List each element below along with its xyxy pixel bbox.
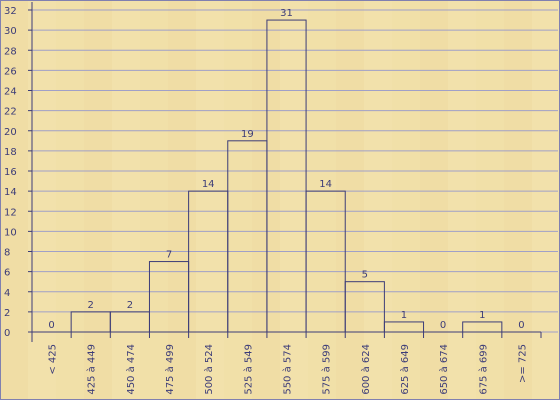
y-tick-label: 0 — [4, 328, 10, 339]
x-tick-label: 425 à 449 — [86, 344, 98, 395]
bars — [70, 19, 503, 333]
y-tick-label: 4 — [4, 288, 10, 299]
y-tick-label: 12 — [4, 207, 17, 218]
y-tick-label: 20 — [4, 127, 17, 138]
wood-plank — [504, 0, 532, 400]
bar — [266, 19, 307, 333]
x-tick-label: 550 à 574 — [282, 344, 294, 395]
wood-plank — [336, 0, 364, 400]
y-tick-label: 2 — [4, 308, 10, 319]
data-label: 0 — [518, 320, 524, 331]
x-tick-label: 525 à 549 — [242, 344, 254, 395]
wood-plank — [476, 0, 504, 400]
y-tick-label: 16 — [4, 167, 17, 178]
x-tick-label: 450 à 474 — [125, 344, 137, 395]
data-label: 14 — [202, 179, 215, 190]
wood-plank — [392, 0, 420, 400]
x-tick-label: 500 à 524 — [203, 344, 215, 395]
x-tick-label: 625 à 649 — [399, 344, 411, 395]
y-tick-label: 22 — [4, 107, 17, 118]
wood-plank — [0, 0, 28, 400]
wood-plank — [280, 0, 308, 400]
wood-plank — [28, 0, 56, 400]
x-tick-label: 575 à 599 — [321, 344, 333, 395]
bar — [383, 321, 425, 333]
wood-plank — [224, 0, 252, 400]
x-tick-label: 675 à 699 — [477, 344, 489, 395]
y-tick-label: 24 — [4, 87, 17, 98]
x-tick-label: 650 à 674 — [438, 344, 450, 395]
x-tick-label: < 425 — [48, 344, 59, 375]
data-label: 31 — [280, 8, 293, 19]
data-label: 2 — [88, 300, 94, 311]
x-tick-label: >= 725 — [517, 344, 528, 383]
data-label: 5 — [362, 270, 368, 281]
wood-plank — [420, 0, 448, 400]
bar — [344, 281, 385, 333]
wood-plank — [140, 0, 168, 400]
y-tick-label: 32 — [4, 6, 17, 17]
y-tick-label: 18 — [4, 147, 17, 158]
data-label: 1 — [479, 310, 485, 321]
data-labels: 0 2 2 7 14 19 31 14 5 1 0 1 0 — [48, 8, 524, 331]
wood-plank — [308, 0, 336, 400]
wood-plank — [252, 0, 280, 400]
wood-plank — [168, 0, 196, 400]
y-tick-label: 28 — [4, 46, 17, 57]
data-label: 0 — [48, 320, 54, 331]
y-tick-label: 8 — [4, 248, 10, 259]
x-tick-labels: < 425 425 à 449 450 à 474 475 à 499 500 à 52… — [48, 344, 529, 395]
bar — [305, 190, 346, 333]
bar — [462, 321, 503, 333]
wood-plank — [364, 0, 392, 400]
data-label: 19 — [241, 129, 254, 140]
x-tick-label: 600 à 624 — [360, 344, 372, 395]
y-tick-label: 30 — [4, 26, 17, 37]
wood-plank — [84, 0, 112, 400]
wood-plank — [56, 0, 84, 400]
data-label: 1 — [401, 310, 407, 321]
y-tick-label: 10 — [4, 227, 17, 238]
data-label: 14 — [319, 179, 332, 190]
x-tick-label: 475 à 499 — [164, 344, 176, 395]
wood-plank — [196, 0, 224, 400]
data-label: 0 — [440, 320, 446, 331]
data-label: 7 — [166, 250, 172, 261]
data-label: 2 — [127, 300, 133, 311]
y-tick-label: 6 — [4, 268, 10, 279]
wood-plank — [532, 0, 560, 400]
wood-plank — [448, 0, 476, 400]
y-tick-label: 26 — [4, 66, 17, 77]
y-tick-label: 14 — [4, 187, 17, 198]
wood-plank — [112, 0, 140, 400]
